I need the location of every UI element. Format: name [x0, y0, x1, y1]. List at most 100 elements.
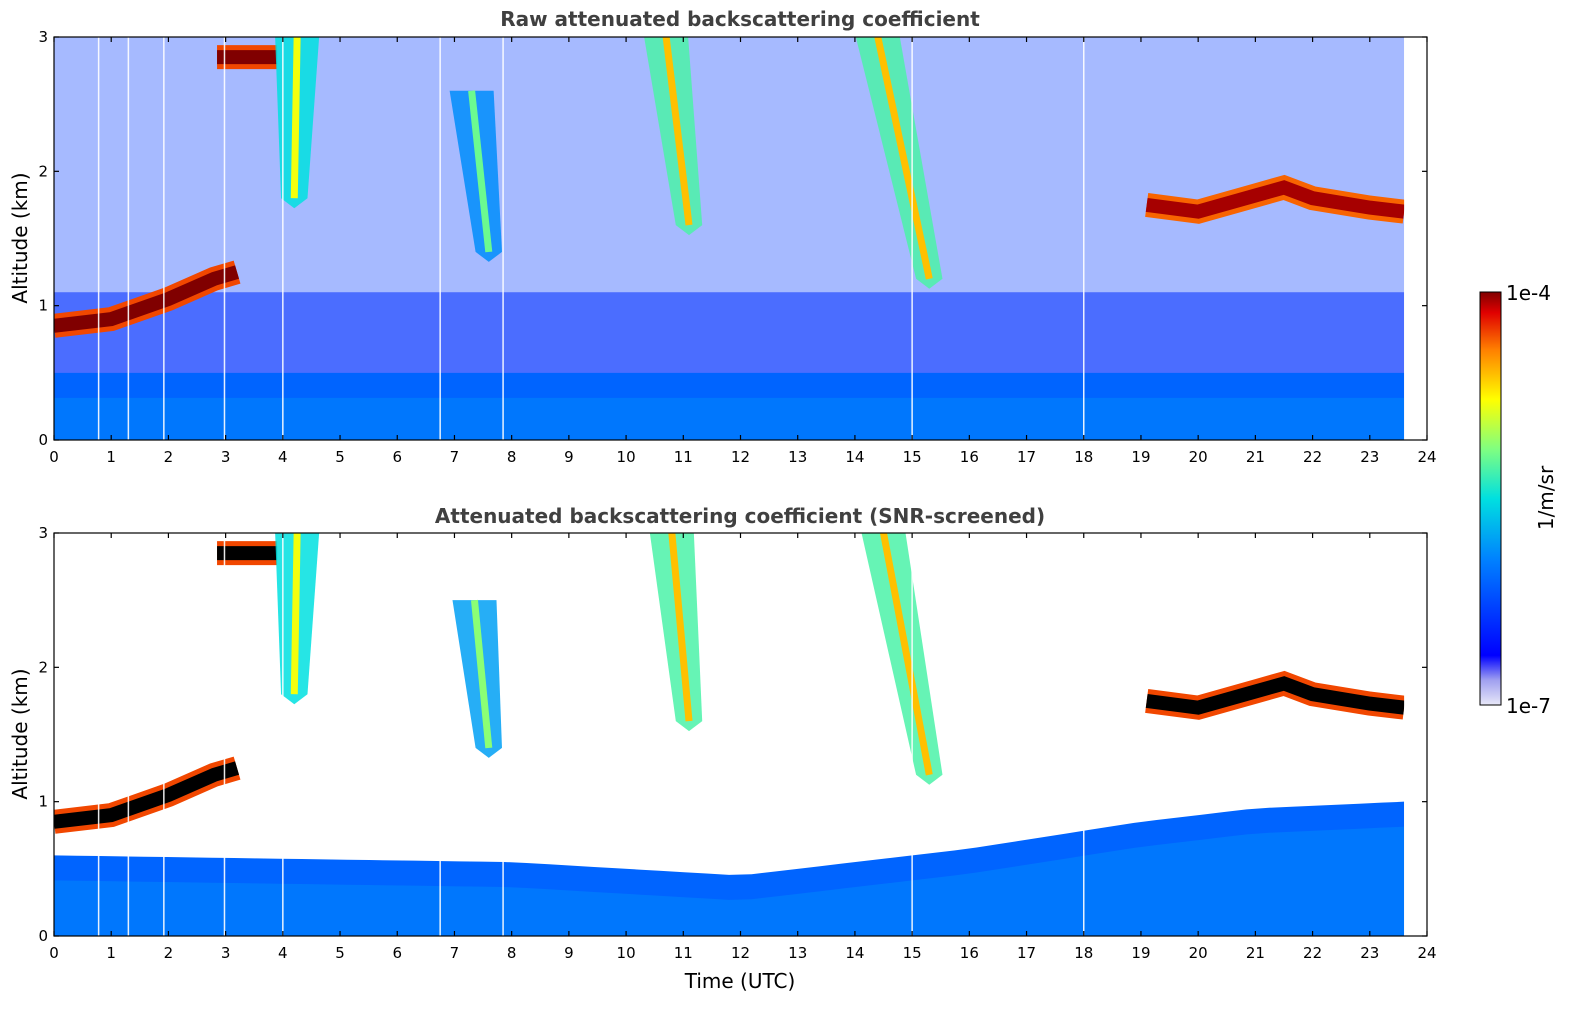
panel-snr-screened: Attenuated backscattering coefficient (S… [8, 504, 1437, 993]
panel-raw: Raw attenuated backscattering coefficien… [8, 7, 1437, 466]
y-tick-label: 3 [38, 524, 48, 542]
x-tick-label: 16 [960, 944, 979, 962]
x-tick-label: 21 [1246, 448, 1265, 466]
virga-core [290, 37, 301, 199]
virga [452, 600, 502, 758]
x-tick-label: 0 [49, 944, 59, 962]
colorbar-gradient [1479, 291, 1502, 706]
x-tick-label: 3 [221, 944, 231, 962]
colorbar-min-label: 1e-7 [1506, 694, 1551, 718]
y-tick-label: 0 [38, 927, 48, 945]
x-tick-label: 19 [1131, 448, 1150, 466]
x-tick-label: 21 [1246, 944, 1265, 962]
virga [861, 533, 943, 785]
x-tick-label: 4 [278, 448, 288, 466]
x-tick-label: 18 [1074, 448, 1093, 466]
colorbar-max-label: 1e-4 [1506, 281, 1551, 305]
y-tick-label: 1 [38, 297, 48, 315]
virga-core [668, 533, 693, 722]
colorbar: 1e-4 1e-7 1/m/sr [1479, 281, 1558, 718]
x-tick-label: 18 [1074, 944, 1093, 962]
virga-core [874, 37, 933, 280]
virga-core [662, 37, 693, 226]
x-tick-label: 2 [164, 944, 174, 962]
x-axis-label: Time (UTC) [684, 969, 796, 993]
boundary-layer-top-core [54, 265, 240, 333]
virga-core [470, 599, 493, 749]
x-tick-label: 15 [903, 944, 922, 962]
x-tick-label: 7 [450, 944, 460, 962]
x-tick-label: 19 [1131, 944, 1150, 962]
no-data-region [1404, 37, 1427, 440]
heatmap-snr-screened [54, 533, 1427, 936]
x-tick-label: 9 [564, 448, 574, 466]
virga-core [468, 90, 493, 253]
x-tick-label: 11 [674, 944, 693, 962]
aerosol-layer-shade [54, 397, 1405, 440]
aerosol-layer-shade [54, 826, 1405, 936]
x-tick-label: 1 [106, 944, 116, 962]
x-tick-label: 17 [1017, 944, 1036, 962]
x-tick-label: 6 [392, 448, 402, 466]
x-tick-label: 8 [507, 448, 517, 466]
y-tick-label: 0 [38, 431, 48, 449]
x-tick-label: 14 [845, 944, 864, 962]
cloud-layer-core [1145, 180, 1405, 219]
colorbar-unit-label: 1/m/sr [1534, 465, 1558, 530]
x-tick-label: 15 [903, 448, 922, 466]
y-tick-label: 1 [38, 793, 48, 811]
x-tick-label: 11 [674, 448, 693, 466]
boundary-layer-top-core [54, 761, 240, 829]
x-tick-label: 23 [1360, 944, 1379, 962]
y-axis-label: Altitude (km) [8, 172, 32, 303]
x-tick-label: 17 [1017, 448, 1036, 466]
y-tick-label: 2 [38, 162, 48, 180]
x-tick-label: 20 [1189, 448, 1208, 466]
x-tick-label: 13 [788, 448, 807, 466]
x-tick-label: 0 [49, 448, 59, 466]
x-tick-label: 5 [335, 448, 345, 466]
no-data-region [1404, 533, 1427, 936]
x-tick-label: 4 [278, 944, 288, 962]
x-tick-label: 24 [1417, 448, 1436, 466]
x-tick-label: 1 [106, 448, 116, 466]
x-tick-label: 7 [450, 448, 460, 466]
y-tick-label: 2 [38, 658, 48, 676]
panel-title: Raw attenuated backscattering coefficien… [500, 7, 980, 31]
x-tick-label: 24 [1417, 944, 1436, 962]
x-tick-label: 20 [1189, 944, 1208, 962]
x-tick-label: 23 [1360, 448, 1379, 466]
x-tick-label: 5 [335, 944, 345, 962]
x-tick-label: 9 [564, 944, 574, 962]
y-axis-label: Altitude (km) [8, 668, 32, 799]
x-tick-label: 22 [1303, 448, 1322, 466]
x-tick-label: 2 [164, 448, 174, 466]
aerosol-layer [54, 801, 1405, 936]
x-axis: 0 1 2 3 4 5 6 7 8 9 10 11 12 13 14 15 16 17 18 19 20 21 22 23 24 [49, 533, 1437, 962]
virga [649, 533, 703, 732]
x-tick-label: 16 [960, 448, 979, 466]
virga-core [290, 533, 301, 695]
heatmap-raw [54, 37, 1427, 440]
x-tick-label: 12 [731, 448, 750, 466]
x-tick-label: 10 [617, 944, 636, 962]
y-tick-label: 3 [38, 28, 48, 46]
x-tick-label: 14 [845, 448, 864, 466]
x-tick-label: 6 [392, 944, 402, 962]
panel-title: Attenuated backscattering coefficient (S… [435, 504, 1045, 528]
x-tick-label: 8 [507, 944, 517, 962]
x-tick-label: 13 [788, 944, 807, 962]
x-tick-label: 22 [1303, 944, 1322, 962]
x-tick-label: 12 [731, 944, 750, 962]
x-tick-label: 10 [617, 448, 636, 466]
virga [449, 90, 502, 262]
y-axis: 0 1 2 3 [38, 28, 1427, 449]
aerosol-layer [54, 372, 1405, 440]
x-tick-label: 3 [221, 448, 231, 466]
virga-core [880, 533, 933, 776]
cloud-layer-core [1145, 676, 1405, 715]
x-axis: 0 1 2 3 4 5 6 7 8 9 10 11 12 13 14 15 16 17 18 19 20 21 22 23 24 [49, 37, 1437, 466]
y-axis: 0 1 2 3 [38, 524, 1427, 945]
